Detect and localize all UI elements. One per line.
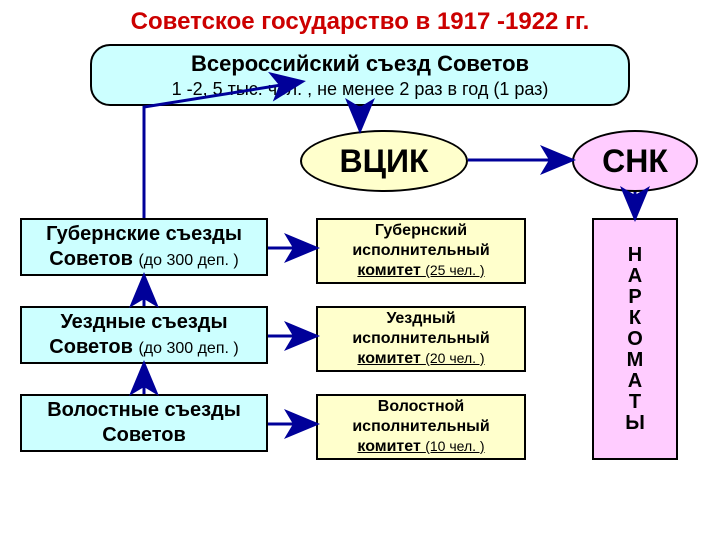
congress-box: Всероссийский съезд Советов 1 -2, 5 тыс.…: [90, 44, 630, 106]
uezd-congress-l2: Советов (до 300 деп. ): [49, 335, 238, 360]
narkomaty-letter: О: [627, 329, 643, 350]
uezd-exec-l3: комитет (20 чел. ): [357, 349, 484, 369]
gub-congress-l2: Советов (до 300 деп. ): [49, 247, 238, 272]
gub-congress-l1: Губернские съезды: [46, 222, 242, 247]
gub-exec-l3: комитет (25 чел. ): [357, 261, 484, 281]
uezd-exec-l2: исполнительный: [352, 329, 489, 349]
narkomaty-letter: А: [628, 371, 642, 392]
congress-heading: Всероссийский съезд Советов: [191, 50, 529, 78]
narkomaty-box: НАРКОМАТЫ: [592, 218, 678, 460]
volost-congress-box: Волостные съезды Советов: [20, 394, 268, 452]
volost-exec-box: Волостной исполнительный комитет (10 чел…: [316, 394, 526, 460]
gub-exec-l1: Губернский: [375, 221, 467, 241]
congress-sub: 1 -2, 5 тыс. чел. , не менее 2 раз в год…: [172, 78, 549, 101]
gub-congress-box: Губернские съезды Советов (до 300 деп. ): [20, 218, 268, 276]
volost-congress-l2: Советов: [102, 423, 186, 448]
page-title: Советское государство в 1917 -1922 гг.: [0, 0, 720, 36]
snk-label: СНК: [602, 141, 668, 181]
volost-exec-l2: исполнительный: [352, 417, 489, 437]
snk-node: СНК: [572, 130, 698, 192]
narkomaty-letter: А: [628, 266, 642, 287]
uezd-congress-l1: Уездные съезды: [60, 310, 227, 335]
narkomaty-letter: К: [629, 308, 641, 329]
narkomaty-letter: Н: [628, 245, 642, 266]
uezd-congress-box: Уездные съезды Советов (до 300 деп. ): [20, 306, 268, 364]
gub-exec-l2: исполнительный: [352, 241, 489, 261]
uezd-exec-box: Уездный исполнительный комитет (20 чел. …: [316, 306, 526, 372]
uezd-exec-l1: Уездный: [386, 309, 455, 329]
narkomaty-letter: Т: [629, 392, 641, 413]
gub-exec-box: Губернский исполнительный комитет (25 че…: [316, 218, 526, 284]
vcik-label: ВЦИК: [339, 141, 428, 181]
narkomaty-letter: Ы: [625, 413, 645, 434]
narkomaty-letter: М: [627, 350, 644, 371]
volost-exec-l3: комитет (10 чел. ): [357, 437, 484, 457]
narkomaty-letter: Р: [628, 287, 641, 308]
volost-exec-l1: Волостной: [378, 397, 464, 417]
vcik-node: ВЦИК: [300, 130, 468, 192]
volost-congress-l1: Волостные съезды: [47, 398, 241, 423]
